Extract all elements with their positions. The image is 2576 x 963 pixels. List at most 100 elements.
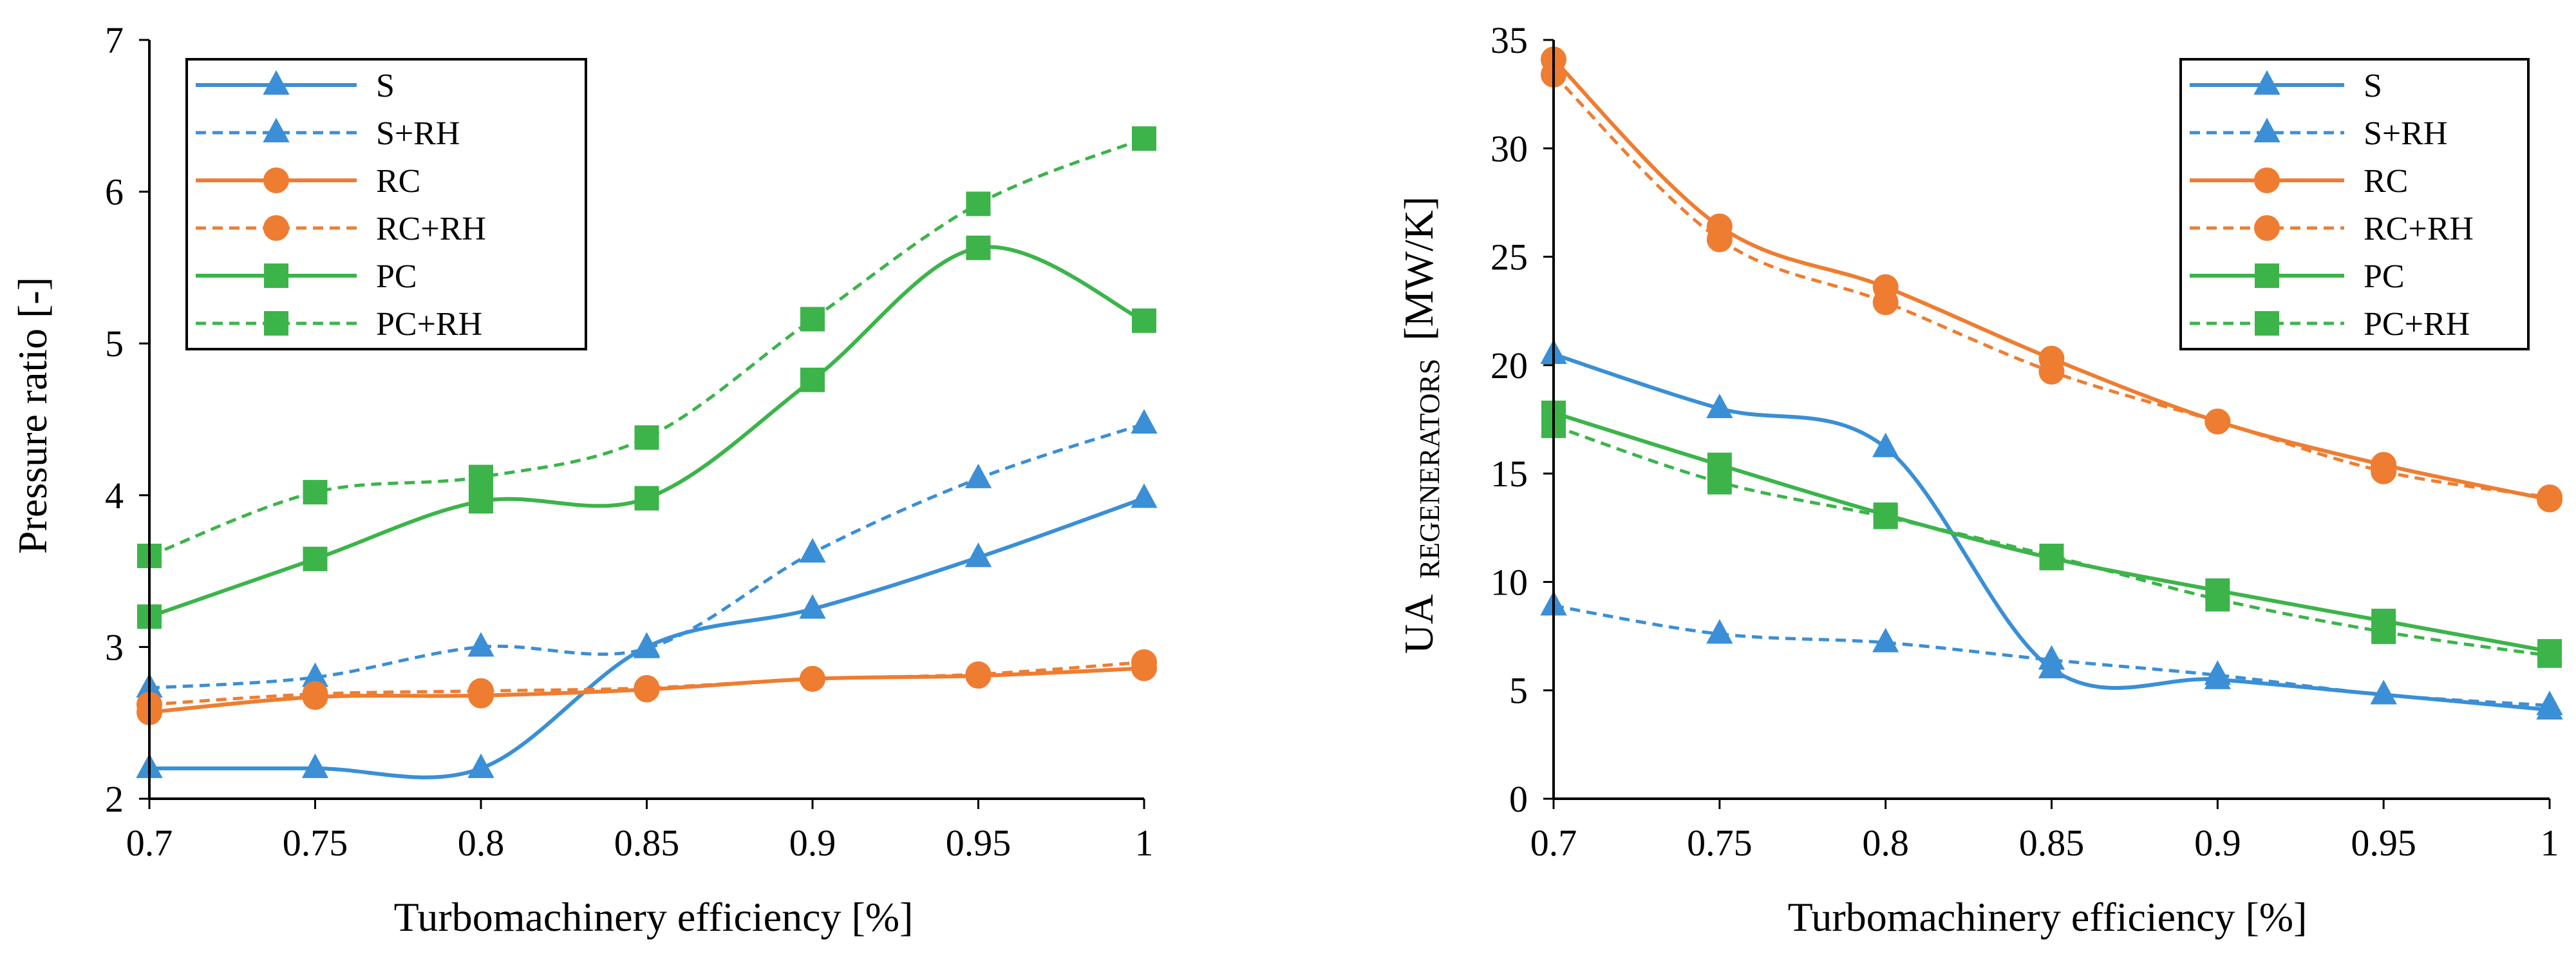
right-x-tick-label: 1 bbox=[2541, 822, 2559, 864]
left-legend-label-s: S bbox=[376, 68, 395, 104]
left-data-point-rc-rh bbox=[965, 661, 992, 687]
left-y-tick-label: 4 bbox=[105, 475, 124, 517]
left-legend-marker-s bbox=[263, 70, 290, 95]
left-legend-marker-rc-rh bbox=[263, 215, 289, 241]
right-data-point-s-rh bbox=[2370, 680, 2397, 705]
right-data-point-s-rh bbox=[2204, 660, 2232, 685]
left-data-point-pc-rh bbox=[469, 464, 493, 490]
right-data-point-s bbox=[1872, 432, 1899, 457]
right-y-tick-label: 15 bbox=[1490, 453, 1528, 495]
left-data-point-pc-rh bbox=[966, 191, 991, 216]
left-x-tick-label: 0.95 bbox=[946, 822, 1011, 864]
left-legend-marker-pc-rh bbox=[264, 311, 288, 336]
right-data-point-s bbox=[1706, 394, 1733, 419]
left-data-point-s bbox=[467, 753, 494, 778]
right-y-axis-title-main: UA bbox=[1396, 595, 1442, 654]
left-data-point-pc-rh bbox=[303, 480, 328, 505]
left-data-point-pc bbox=[469, 489, 493, 514]
left-x-tick-label: 0.8 bbox=[458, 822, 505, 864]
right-y-tick-label: 0 bbox=[1509, 778, 1528, 820]
left-data-point-s bbox=[964, 542, 992, 567]
right-y-axis-title: UA REGENERATORS [MW/K] bbox=[1396, 196, 1448, 654]
left-legend-label-rc-rh: RC+RH bbox=[376, 211, 486, 247]
left-data-point-s-rh bbox=[467, 632, 494, 657]
left-legend-label-pc-rh: PC+RH bbox=[376, 306, 482, 343]
right-data-point-pc-rh bbox=[2371, 619, 2396, 644]
right-legend-marker-rc bbox=[2254, 167, 2280, 193]
right-x-tick-label: 0.95 bbox=[2351, 822, 2416, 864]
left-x-tick-label: 0.75 bbox=[283, 822, 348, 864]
right-data-point-s-rh bbox=[1706, 619, 1733, 644]
right-data-point-pc-rh bbox=[2205, 587, 2230, 612]
right-x-tick-label: 0.7 bbox=[1530, 822, 1577, 864]
left-data-point-pc-rh bbox=[634, 425, 659, 450]
right-y-axis-title-subscript: REGENERATORS bbox=[1414, 359, 1445, 578]
left-data-point-rc-rh bbox=[800, 665, 825, 692]
right-y-tick-label: 30 bbox=[1490, 128, 1528, 169]
right-data-point-pc-rh bbox=[2537, 643, 2562, 668]
left-y-tick-label: 3 bbox=[105, 626, 124, 668]
right-data-point-rc-rh bbox=[1706, 226, 1733, 253]
left-data-point-s bbox=[1131, 483, 1158, 508]
left-x-axis-title: Turbomachinery efficiency [%] bbox=[394, 894, 914, 940]
left-data-point-pc bbox=[303, 546, 328, 571]
left-data-point-rc-rh bbox=[1131, 649, 1157, 675]
right-legend-marker-s-rh bbox=[2253, 117, 2280, 142]
right-y-tick-label: 20 bbox=[1490, 345, 1528, 386]
left-data-point-rc-rh bbox=[468, 678, 494, 704]
right-legend-marker-rc-rh bbox=[2254, 215, 2280, 241]
right-data-point-rc-rh bbox=[2371, 458, 2397, 484]
right-legend-label-pc-rh: PC+RH bbox=[2364, 306, 2470, 343]
left-data-point-pc bbox=[966, 235, 991, 260]
right-legend-marker-pc-rh bbox=[2255, 311, 2279, 336]
left-data-point-s-rh bbox=[799, 538, 826, 563]
right-data-point-rc-rh bbox=[2537, 484, 2562, 511]
left-data-point-pc-rh bbox=[1132, 126, 1156, 151]
left-legend-marker-pc bbox=[264, 263, 288, 288]
right-legend-label-s: S bbox=[2364, 68, 2382, 104]
right-y-tick-label: 5 bbox=[1509, 670, 1528, 712]
left-legend-label-rc: RC bbox=[376, 163, 420, 200]
right-data-point-s-rh bbox=[2038, 645, 2065, 670]
right-y-tick-label: 10 bbox=[1490, 561, 1528, 603]
left-legend-label-s-rh: S+RH bbox=[376, 115, 460, 152]
right-series-line-pc bbox=[1553, 411, 2550, 654]
left-data-point-s-rh bbox=[964, 463, 992, 488]
left-x-tick-label: 0.7 bbox=[126, 822, 173, 864]
right-x-tick-label: 0.8 bbox=[1862, 822, 1909, 864]
left-y-tick-label: 2 bbox=[105, 778, 124, 820]
left-data-point-rc-rh bbox=[302, 681, 328, 707]
left-data-point-pc bbox=[634, 486, 659, 511]
left-data-point-s-rh bbox=[633, 633, 661, 658]
left-data-point-s-rh bbox=[1131, 408, 1158, 434]
right-data-point-pc-rh bbox=[1707, 470, 1732, 495]
right-legend-marker-pc bbox=[2255, 263, 2279, 288]
right-data-point-rc-rh bbox=[2205, 408, 2231, 435]
pressure-ratio-chart: 0.7 0.75 0.8 0.85 0.9 0.95 1 2 3 4 5 6 7 Turbomachin… bbox=[10, 19, 1158, 940]
right-data-point-pc-rh bbox=[2039, 544, 2064, 569]
right-data-point-pc-rh bbox=[1873, 504, 1898, 529]
right-y-tick-label: 25 bbox=[1490, 236, 1528, 278]
left-data-point-pc bbox=[1132, 308, 1156, 333]
right-legend-label-rc-rh: RC+RH bbox=[2364, 211, 2474, 247]
right-x-tick-label: 0.75 bbox=[1687, 822, 1753, 864]
right-data-point-s-rh bbox=[1872, 627, 1899, 653]
left-legend-marker-rc bbox=[263, 167, 289, 193]
left-data-point-pc-rh bbox=[800, 307, 825, 332]
left-legend-label-pc: PC bbox=[376, 258, 417, 295]
left-legend-marker-s-rh bbox=[263, 117, 290, 142]
left-x-tick-label: 0.85 bbox=[614, 822, 680, 864]
right-legend-label-pc: PC bbox=[2364, 258, 2405, 295]
left-data-point-pc bbox=[800, 367, 825, 392]
left-data-point-s bbox=[799, 594, 826, 619]
right-y-tick-label: 35 bbox=[1490, 19, 1528, 61]
left-legend-box bbox=[185, 58, 587, 350]
right-data-point-rc-rh bbox=[1872, 289, 1899, 316]
left-x-tick-label: 0.9 bbox=[789, 822, 836, 864]
right-x-axis-title: Turbomachinery efficiency [%] bbox=[1788, 894, 2308, 940]
right-y-axis-title-unit: [MW/K] bbox=[1396, 196, 1442, 341]
right-legend-label-rc: RC bbox=[2364, 163, 2408, 200]
left-y-tick-label: 7 bbox=[105, 19, 124, 61]
